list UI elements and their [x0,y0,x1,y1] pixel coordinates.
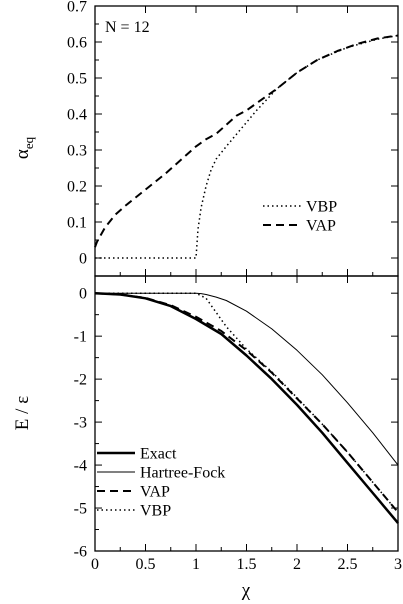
top-y-tick-label: 0.6 [67,35,87,52]
top-legend-label-vap: VAP [306,218,336,235]
bottom-legend: Exact Hartree-Fock VAP VBP [97,446,225,520]
x-tick-label: 0.5 [136,556,156,573]
top-legend-label-vbp: VBP [306,199,337,216]
bottom-y-tick-label: -3 [74,415,87,432]
top-y-tick-label: 0.4 [67,107,87,124]
top-y-tick-label: 0.1 [67,215,87,232]
top-y-tick-label: 0.3 [67,143,87,160]
top-series-vap [94,34,399,248]
bottom-series-hartree-fock [95,292,399,466]
bottom-plot-area [94,291,399,524]
bottom-y-axis-label: E / ε [12,396,33,430]
bottom-y-tick-label: -2 [74,372,87,389]
x-tick-label: 2 [293,556,301,573]
bottom-legend-label-exact: Exact [140,446,177,463]
bottom-y-tick-label: -5 [74,501,87,518]
top-legend: VBP VAP [263,199,337,235]
bottom-panel: 0 0.5 1 1.5 2 2.5 3 0 -1 -2 -3 -4 -5 -6 E / ε χ Exact… [12,275,402,601]
bottom-series-exact [94,291,399,524]
x-tick-label: 3 [394,556,402,573]
x-axis-label: χ [241,580,251,601]
top-y-axis-label: αeq [12,136,36,159]
x-tick-label: 0 [91,556,99,573]
bottom-y-tick-label: -6 [74,544,87,561]
top-y-tick-label: 0.5 [67,71,87,88]
top-y-tick-label: 0 [79,251,87,268]
top-series-vbp [95,34,399,259]
top-y-axis-label-subscript: eq [21,136,36,149]
panel-annotation: N = 12 [105,19,150,36]
top-panel: 0 0.1 0.2 0.3 0.4 0.5 0.6 0.7 N = 12 αeq VBP VAP [12,0,399,277]
bottom-legend-label-vbp: VBP [140,503,171,520]
x-tick-label: 1 [192,556,200,573]
bottom-y-tick-label: -1 [74,329,87,346]
bottom-axis-ticks: 0 0.5 1 1.5 2 2.5 3 0 -1 -2 -3 -4 -5 -6 [74,276,402,573]
bottom-legend-label-vap: VAP [140,484,170,501]
x-tick-label: 2.5 [338,556,358,573]
top-plot-area [94,34,399,259]
top-y-axis-label-main: α [12,149,33,159]
bottom-legend-label-hartree-fock: Hartree-Fock [140,465,225,482]
top-y-tick-label: 0.2 [67,179,87,196]
x-tick-label: 1.5 [237,556,257,573]
top-axis-ticks: 0 0.1 0.2 0.3 0.4 0.5 0.6 0.7 [67,0,399,276]
bottom-y-tick-label: -4 [74,458,87,475]
top-y-tick-label: 0.7 [67,0,87,16]
bottom-y-tick-label: 0 [79,286,87,303]
